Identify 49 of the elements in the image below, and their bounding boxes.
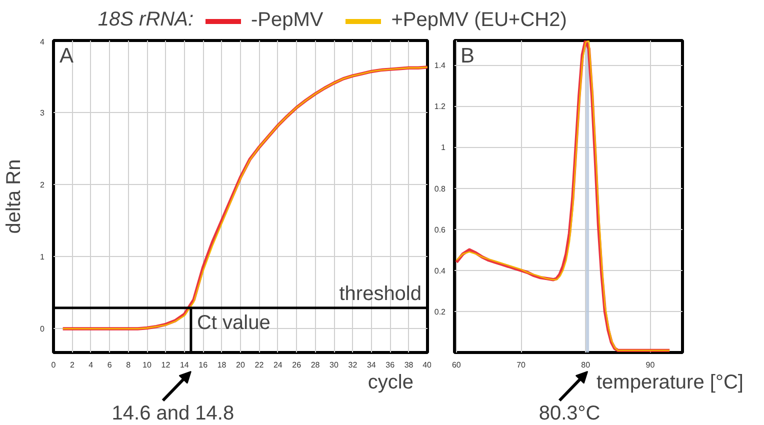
x-axis-title: temperature [°C] [596,372,744,394]
legend-label: -PepMV [251,9,324,32]
ref-line-label: Ct value [196,312,270,334]
x-tick-label: 32 [348,360,358,370]
x-tick-label: 80 [581,360,591,370]
x-tick-label: 20 [236,360,246,370]
x-tick-label: 40 [422,360,432,370]
x-tick-label: 16 [198,360,208,370]
x-tick-label: 4 [88,360,94,370]
x-tick-label: 70 [516,360,526,370]
y-tick-label: 0.4 [434,266,446,276]
x-axis-title: cycle [368,372,414,394]
x-tick-label: 90 [646,360,656,370]
x-tick-label: 60 [452,360,462,370]
y-tick-label: 0.6 [434,225,446,234]
y-tick-label: 1.4 [434,61,446,70]
chart-title: B [460,44,475,68]
x-tick-label: 34 [366,360,376,370]
chart-title: A [60,44,74,68]
legend-title: 18S rRNA: [98,8,194,30]
x-tick-label: 2 [70,360,75,370]
y-tick-label: 4 [40,38,46,46]
y-tick-label: 0 [40,324,46,334]
x-tick-label: 14 [180,360,190,370]
y-tick-label: 2 [40,180,46,190]
y-tick-label: 1 [441,143,446,152]
y-tick-label: 3 [40,108,46,118]
x-tick-label: 38 [404,360,414,370]
x-tick-label: 10 [142,360,152,370]
x-tick-label: 26 [292,360,302,370]
x-tick-label: 24 [273,360,283,370]
y-axis-title: delta Rn [3,159,26,234]
y-tick-label: 0.8 [434,184,446,194]
x-tick-label: 8 [126,360,132,370]
x-tick-label: 6 [107,360,112,370]
x-tick-label: 36 [386,360,396,370]
legend-label: +PepMV (EU+CH2) [391,9,567,32]
annotation: 80.3°C [538,402,600,424]
x-tick-label: 18 [217,360,227,370]
x-tick-label: 28 [310,360,320,370]
y-tick-label: 1.2 [434,102,446,112]
annotation: 14.6 and 14.8 [112,402,234,424]
x-tick-label: 0 [51,360,56,370]
y-tick-label: 1 [40,252,46,262]
ref-line-label: threshold [339,282,422,305]
x-tick-label: 12 [161,360,171,370]
x-tick-label: 22 [254,360,264,370]
y-tick-label: 0.2 [434,307,446,316]
x-tick-label: 30 [330,360,339,370]
